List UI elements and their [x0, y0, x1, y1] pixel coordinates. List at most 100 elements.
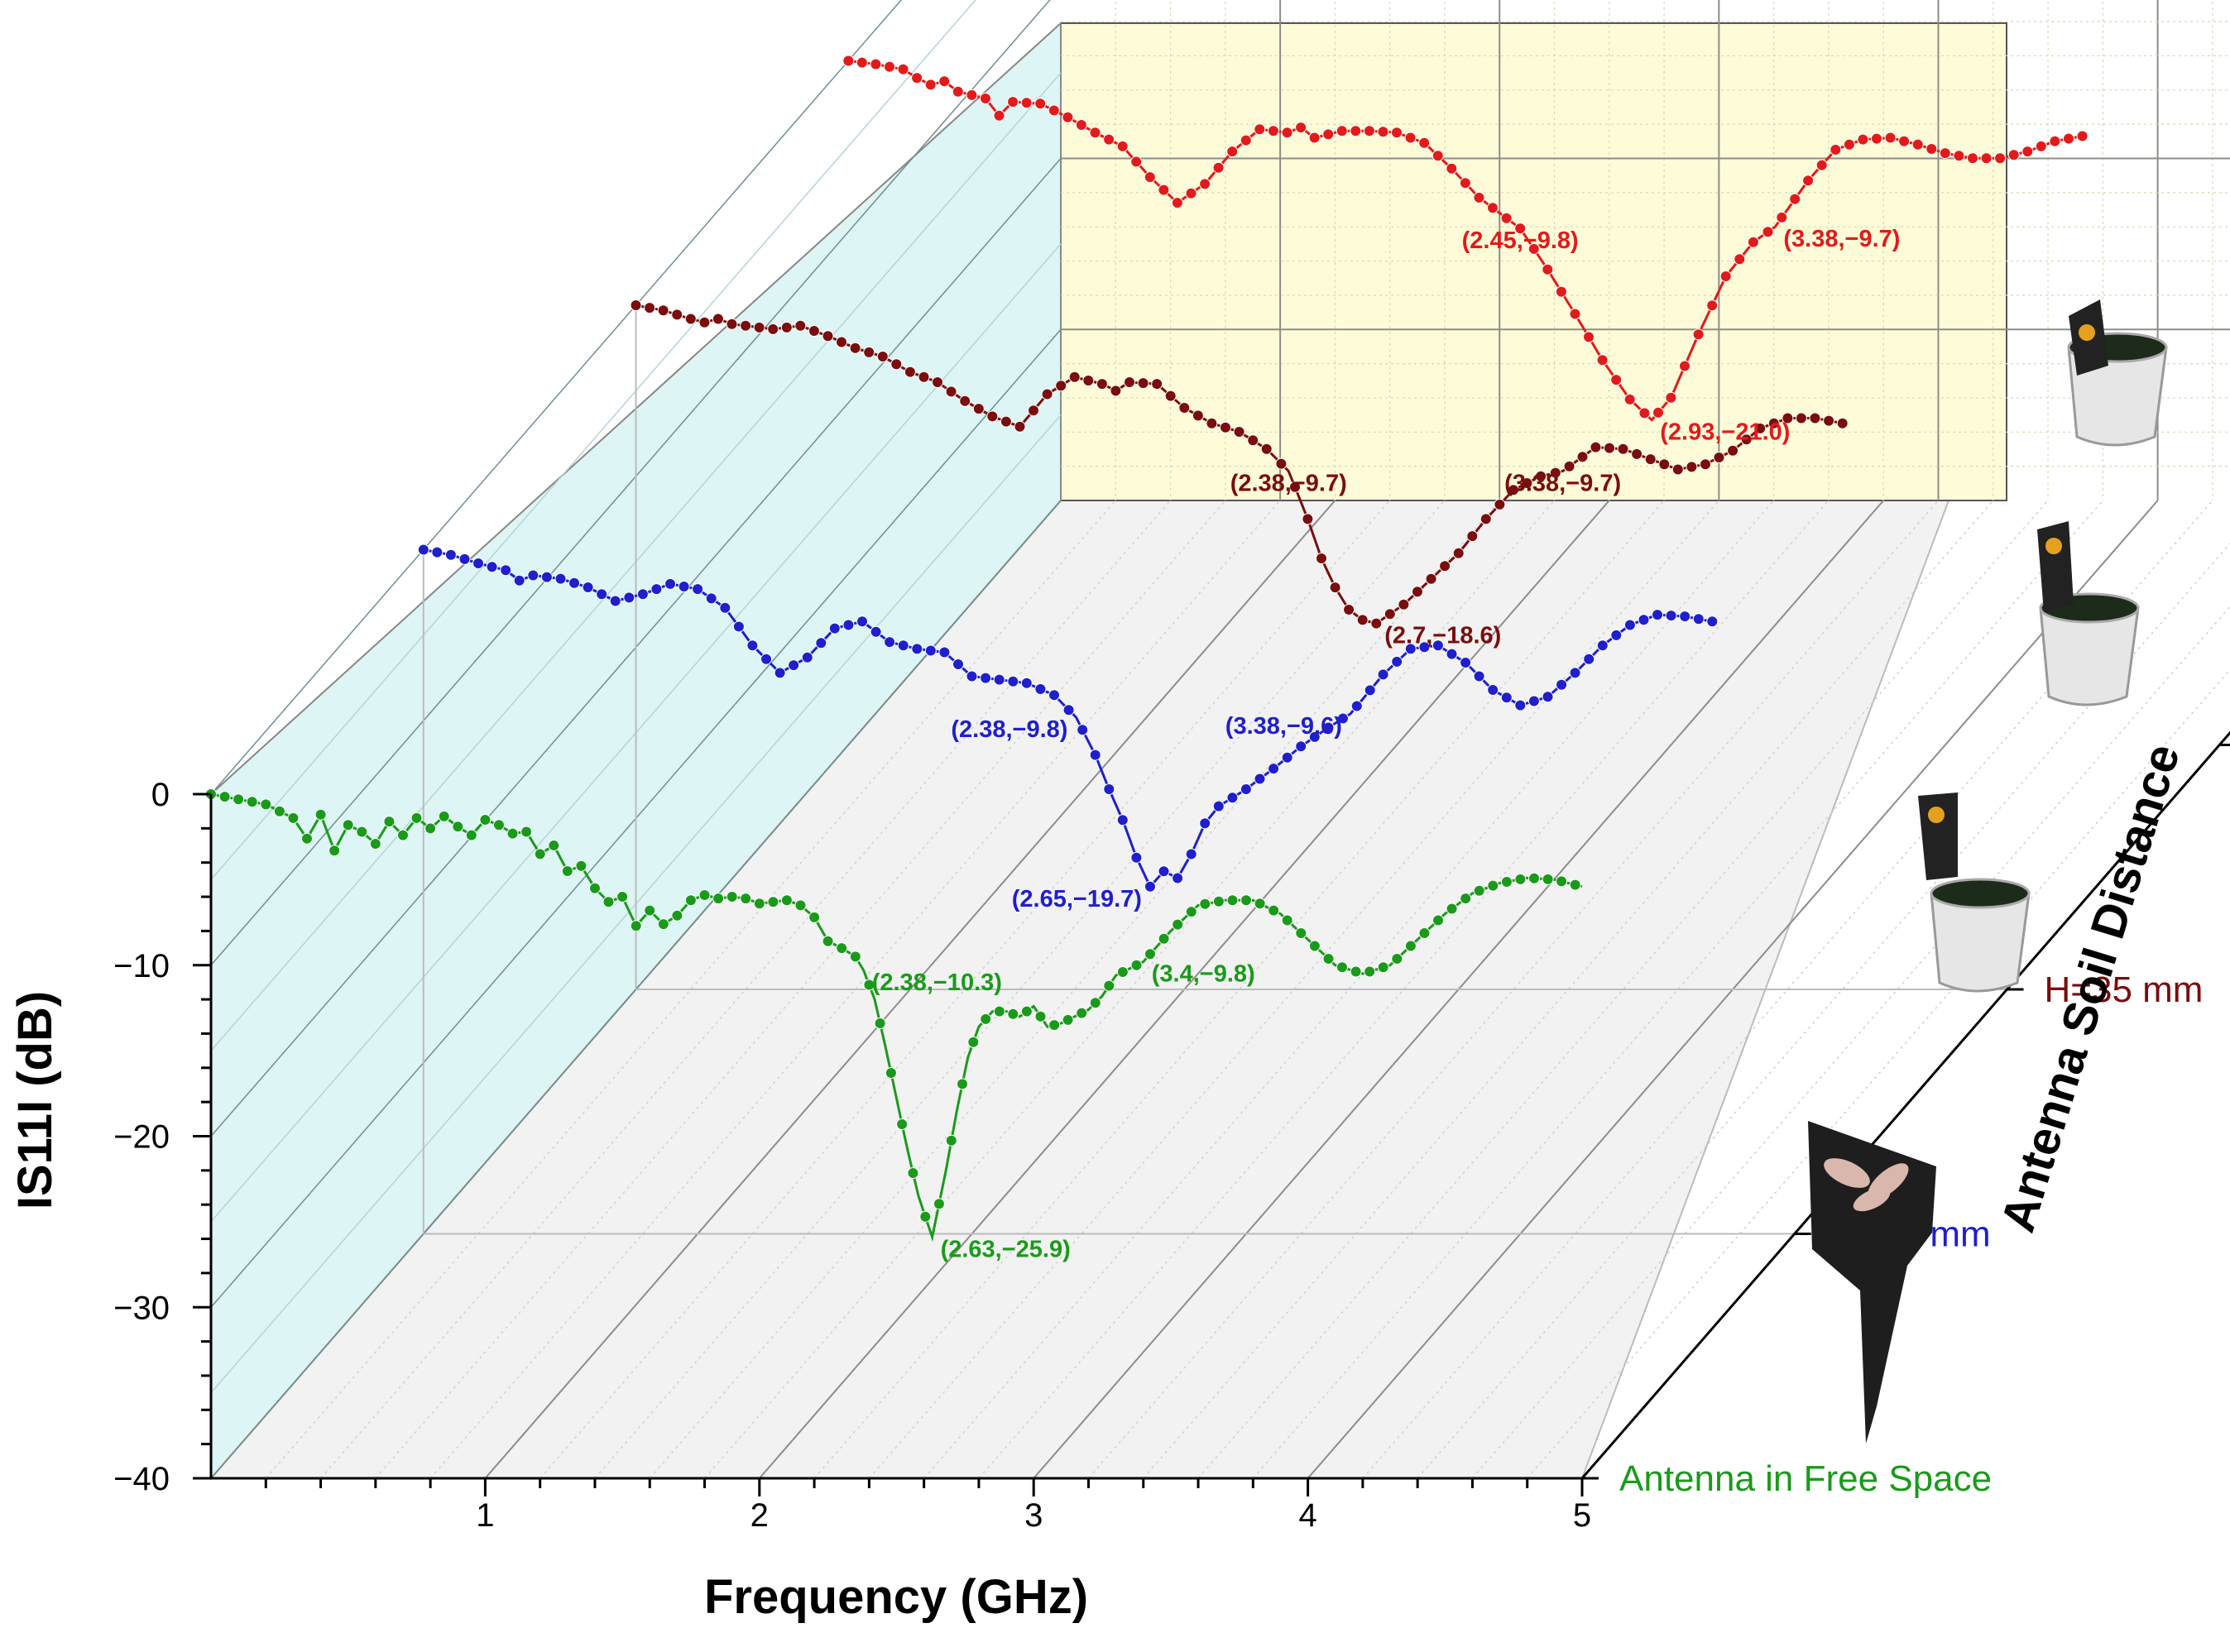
data-point — [1925, 143, 1938, 155]
data-point — [801, 651, 813, 663]
data-point — [1254, 123, 1266, 136]
floor-gridline — [540, 500, 1391, 1479]
data-point — [650, 583, 663, 596]
data-point — [1740, 433, 1753, 446]
data-point — [1556, 678, 1568, 691]
data-point — [1226, 146, 1239, 158]
data-point — [500, 564, 512, 577]
data-point — [671, 909, 683, 922]
data-point — [1322, 128, 1335, 141]
data-point — [1020, 1005, 1033, 1018]
data-label: (3.38,−9.7) — [1504, 471, 1621, 497]
data-point — [1172, 872, 1184, 884]
data-point — [520, 826, 533, 838]
data-label: (3.4,−9.8) — [1152, 961, 1255, 988]
data-point — [794, 319, 807, 332]
data-point — [684, 313, 697, 325]
data-point — [1199, 898, 1211, 910]
data-point — [1527, 695, 1540, 707]
x-tick-label: 5 — [1573, 1497, 1591, 1534]
data-point — [726, 891, 738, 903]
data-point — [1500, 212, 1513, 224]
data-point — [1247, 434, 1259, 447]
data-point — [458, 553, 471, 565]
data-point — [644, 904, 656, 917]
data-point — [1295, 122, 1307, 134]
data-label: (2.7,−18.6) — [1384, 623, 1501, 649]
data-point — [1631, 448, 1643, 460]
data-point — [1062, 1013, 1074, 1026]
data-point — [918, 371, 930, 383]
data-point — [1528, 872, 1540, 884]
data-point — [1473, 884, 1485, 897]
data-point — [1144, 171, 1156, 184]
data-point — [1077, 724, 1089, 736]
data-point — [1377, 126, 1389, 138]
data-point — [952, 85, 964, 98]
data-point — [342, 819, 354, 831]
data-point — [870, 58, 882, 70]
data-point — [1679, 360, 1690, 372]
data-point — [2035, 140, 2047, 152]
data-point — [1911, 138, 1924, 151]
data-point — [1843, 138, 1855, 151]
data-point — [1762, 226, 1774, 238]
data-point — [1535, 470, 1547, 482]
data-point — [1281, 914, 1293, 927]
data-point — [534, 848, 546, 860]
data-point — [780, 894, 793, 907]
data-point — [1116, 814, 1129, 826]
y-tick-label: 0 — [151, 777, 170, 813]
data-point — [1686, 461, 1698, 473]
data-point — [431, 546, 444, 558]
data-point — [1836, 417, 1849, 429]
data-point — [554, 572, 567, 585]
data-point — [1151, 378, 1163, 390]
data-point — [1418, 641, 1431, 654]
floor-gridline — [1252, 500, 2103, 1479]
data-point — [1212, 800, 1225, 812]
data-point — [472, 558, 484, 569]
data-label: (3.38,−9.6) — [1225, 713, 1342, 740]
data-point — [1076, 1007, 1088, 1019]
data-label: (2.45,−9.8) — [1462, 227, 1579, 254]
data-point — [582, 582, 594, 593]
data-point — [1871, 132, 1882, 145]
pot-illustration-h0 — [2067, 299, 2168, 447]
data-point — [1281, 751, 1293, 764]
data-point — [1994, 152, 2007, 165]
data-point — [896, 1118, 909, 1130]
data-point — [540, 571, 553, 583]
data-point — [1734, 253, 1746, 266]
data-point — [1096, 378, 1108, 390]
data-point — [726, 318, 738, 330]
data-point — [1830, 144, 1842, 156]
data-point — [1212, 161, 1225, 174]
data-point — [1281, 127, 1293, 139]
data-point — [1308, 132, 1321, 144]
data-point — [1898, 135, 1911, 147]
data-point — [1068, 371, 1081, 383]
data-point — [1240, 783, 1252, 795]
data-point — [1549, 467, 1561, 479]
data-point — [1418, 927, 1431, 939]
data-point — [863, 979, 875, 991]
data-point — [273, 805, 285, 817]
data-point — [836, 942, 848, 955]
data-point — [314, 808, 327, 821]
data-point — [1412, 586, 1423, 598]
data-point — [966, 670, 978, 682]
data-point — [246, 796, 258, 808]
data-point — [1809, 412, 1821, 424]
data-point — [1103, 783, 1115, 795]
data-point — [623, 591, 635, 604]
data-point — [1343, 604, 1355, 615]
data-point — [692, 583, 704, 596]
data-point — [828, 622, 841, 634]
data-point — [1815, 159, 1828, 171]
data-point — [1220, 421, 1231, 433]
pot-illustration-h70 — [1918, 792, 2031, 993]
data-point — [1322, 721, 1335, 734]
data-point — [1514, 223, 1527, 235]
data-point — [2021, 146, 2034, 158]
